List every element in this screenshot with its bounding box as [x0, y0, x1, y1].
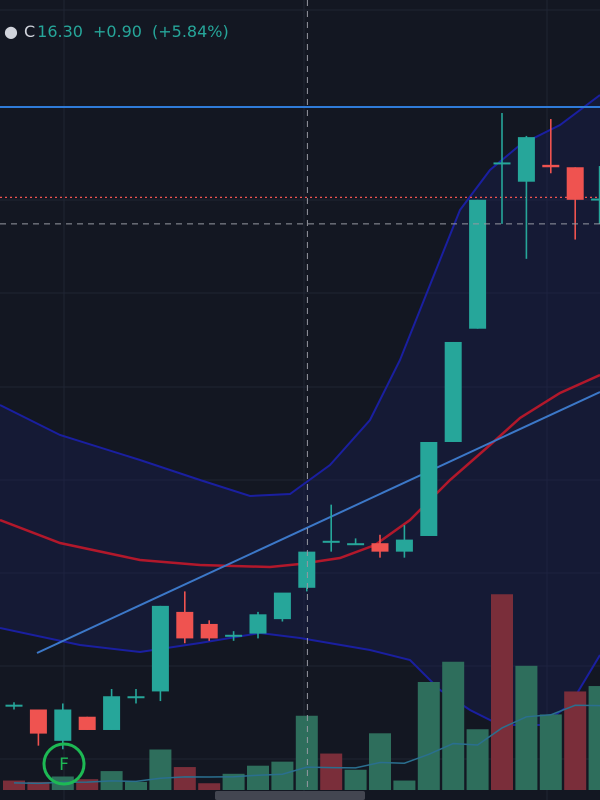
candle-body-9	[225, 634, 243, 637]
volume-bar-6	[149, 749, 172, 790]
volume-bar-21	[515, 665, 538, 790]
volume-bar-17	[417, 682, 440, 790]
candles	[5, 113, 600, 750]
candle-body-23	[566, 167, 584, 200]
candle-body-14	[347, 543, 365, 546]
close-label: C	[23, 22, 36, 41]
volume-bar-18	[442, 661, 465, 790]
candle-body-17	[420, 441, 438, 536]
volume-bar-19	[466, 729, 489, 790]
candle-body-19	[469, 199, 487, 329]
candle-body-6	[151, 605, 169, 692]
candle-body-13	[322, 540, 340, 543]
volume-bar-11	[271, 761, 294, 790]
volume-bar-16	[393, 780, 416, 790]
volume-bar-24	[588, 686, 600, 790]
candle-body-21	[517, 137, 535, 182]
ohlc-legend: ● C 16.30 +0.90 (+5.84%)	[4, 22, 229, 41]
candle-body-16	[395, 539, 413, 552]
volume-bar-14	[344, 769, 367, 790]
earnings-flag-marker[interactable]: F	[42, 742, 86, 786]
bollinger-bands	[0, 94, 600, 726]
drawing-overlays	[0, 106, 600, 654]
trend-line	[36, 391, 600, 654]
volume-bar-22	[539, 714, 562, 790]
time-scrollbar[interactable]	[215, 791, 365, 800]
change-value: +0.90	[92, 22, 142, 41]
flag-circle	[42, 742, 86, 786]
candle-body-7	[176, 611, 194, 639]
volume-bar-12	[295, 715, 318, 790]
candle-body-10	[249, 614, 267, 634]
volume-bar-20	[491, 594, 513, 790]
change-percent: (+5.84%)	[151, 22, 229, 41]
volume-bar-23	[564, 691, 587, 790]
volume-bar-13	[320, 753, 343, 790]
candle-body-4	[103, 696, 121, 730]
candle-body-2	[54, 709, 72, 741]
upper-band	[0, 94, 600, 498]
flag-letter: F	[59, 755, 69, 775]
volume-bar-3	[76, 779, 99, 790]
legend-dot-icon: ●	[4, 22, 18, 41]
middle-band	[0, 373, 600, 569]
candle-body-18	[444, 341, 462, 442]
candle-body-3	[78, 716, 96, 730]
volume-bar-0	[3, 780, 25, 790]
volume-bars	[3, 594, 600, 790]
volume-bar-9	[222, 773, 245, 790]
volume-moving-average	[13, 704, 600, 785]
volume-ma-line	[13, 704, 600, 785]
candle-body-20	[493, 162, 511, 165]
candle-body-5	[127, 696, 145, 699]
volume-bar-8	[198, 783, 221, 790]
close-value: 16.30	[37, 22, 83, 41]
volume-bar-5	[125, 781, 147, 790]
volume-bar-15	[369, 733, 391, 790]
candle-body-15	[371, 543, 389, 552]
band-fill	[0, 95, 600, 725]
candle-body-22	[542, 164, 560, 168]
volume-bar-7	[173, 767, 196, 790]
volume-bar-1	[27, 781, 50, 790]
candle-body-1	[29, 709, 47, 734]
candle-body-8	[200, 623, 218, 639]
candle-body-24	[591, 198, 600, 201]
candle-body-12	[298, 551, 316, 588]
candle-body-0	[5, 704, 23, 707]
candle-body-11	[273, 592, 291, 620]
volume-bar-10	[247, 765, 269, 790]
